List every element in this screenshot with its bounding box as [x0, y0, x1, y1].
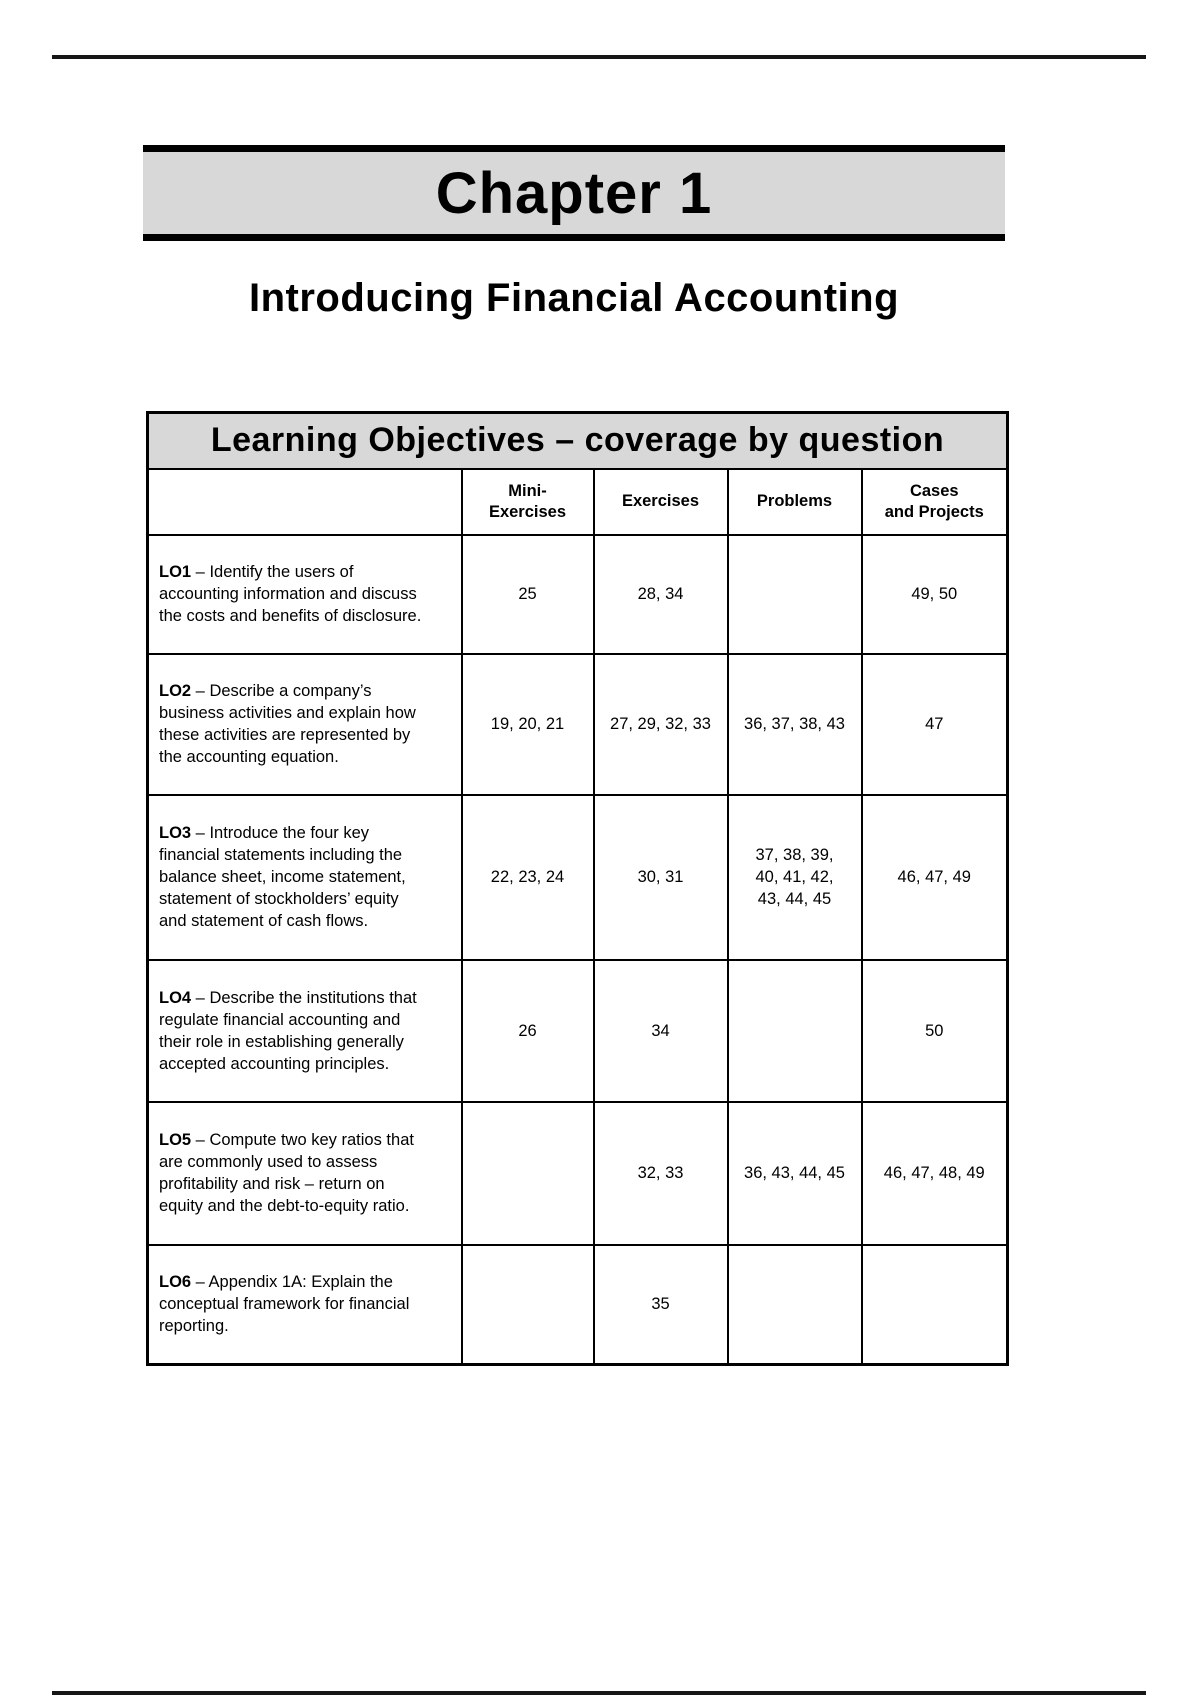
objective-text: – Introduce the four key financial state…: [159, 824, 406, 930]
lo-label: LO6: [159, 1273, 192, 1292]
mini-exercises-cell: [460, 1100, 595, 1246]
page-title: Introducing Financial Accounting: [248, 276, 900, 320]
objective-text: – Describe the institutions that regulat…: [159, 988, 417, 1073]
problems-cell: 37, 38, 39, 40, 41, 42, 43, 44, 45: [726, 793, 863, 961]
table-header-row: Mini- Exercises Exercises Problems Cases…: [146, 467, 1009, 536]
objective-cell: LO1 – Identify the users of accounting i…: [146, 533, 463, 655]
table-row-lo1: LO1 – Identify the users of accounting i…: [146, 533, 1009, 655]
objective-text: – Appendix 1A: Explain the conceptual fr…: [159, 1273, 410, 1336]
problems-cell: 36, 37, 38, 43: [726, 652, 863, 796]
cases-cell: 50: [860, 958, 1009, 1103]
cases-cell: [860, 1243, 1009, 1366]
lo-label: LO4: [159, 988, 192, 1007]
objective-cell: LO3 – Introduce the four key financial s…: [146, 793, 463, 961]
mini-exercises-cell: [460, 1243, 595, 1366]
exercises-cell: 32, 33: [592, 1100, 729, 1246]
problems-cell: [726, 1243, 863, 1366]
cases-cell: 46, 47, 49: [860, 793, 1009, 961]
lo-label: LO2: [159, 682, 192, 700]
table-row-lo2: LO2 – Describe a company’s business acti…: [146, 652, 1009, 796]
exercises-cell: 30, 31: [592, 793, 729, 961]
table-row-lo3: LO3 – Introduce the four key financial s…: [146, 793, 1009, 961]
objective-cell: LO5 – Compute two key ratios that are co…: [146, 1100, 463, 1246]
exercises-cell: 28, 34: [592, 533, 729, 655]
chapter-title: Chapter 1: [435, 160, 713, 226]
mini-exercises-cell: 25: [460, 533, 595, 655]
learning-objectives-table: Learning Objectives – coverage by questi…: [146, 411, 1010, 1366]
exercises-cell: 34: [592, 958, 729, 1103]
lo-label: LO3: [159, 824, 192, 842]
header-cases-projects: Cases and Projects: [860, 467, 1009, 536]
header-mini-exercises: Mini- Exercises: [460, 467, 595, 536]
top-rule: [52, 55, 1146, 59]
header-objective: [146, 467, 463, 536]
exercises-cell: 27, 29, 32, 33: [592, 652, 729, 796]
objective-text: – Describe a company’s business activiti…: [159, 682, 416, 766]
objective-cell: LO4 – Describe the institutions that reg…: [146, 958, 463, 1103]
cases-cell: 47: [860, 652, 1009, 796]
mini-exercises-cell: 26: [460, 958, 595, 1103]
objective-cell: LO6 – Appendix 1A: Explain the conceptua…: [146, 1243, 463, 1366]
lo-label: LO5: [159, 1131, 192, 1149]
cases-cell: 46, 47, 48, 49: [860, 1100, 1009, 1246]
table-row-lo6: LO6 – Appendix 1A: Explain the conceptua…: [146, 1243, 1009, 1366]
cases-cell: 49, 50: [860, 533, 1009, 655]
exercises-cell: 35: [592, 1243, 729, 1366]
table-row-lo5: LO5 – Compute two key ratios that are co…: [146, 1100, 1009, 1246]
table-row-lo4: LO4 – Describe the institutions that reg…: [146, 958, 1009, 1103]
problems-cell: [726, 958, 863, 1103]
chapter-banner: Chapter 1: [143, 145, 1005, 241]
lo-label: LO1: [159, 563, 192, 581]
mini-exercises-cell: 19, 20, 21: [460, 652, 595, 796]
problems-cell: [726, 533, 863, 655]
objective-text: – Identify the users of accounting infor…: [159, 563, 422, 625]
bottom-rule: [52, 1691, 1146, 1695]
problems-cell: 36, 43, 44, 45: [726, 1100, 863, 1246]
objective-cell: LO2 – Describe a company’s business acti…: [146, 652, 463, 796]
mini-exercises-cell: 22, 23, 24: [460, 793, 595, 961]
table-title: Learning Objectives – coverage by questi…: [146, 411, 1009, 470]
table-title-row: Learning Objectives – coverage by questi…: [146, 411, 1009, 470]
header-exercises: Exercises: [592, 467, 729, 536]
objective-text: – Compute two key ratios that are common…: [159, 1131, 414, 1215]
header-problems: Problems: [726, 467, 863, 536]
